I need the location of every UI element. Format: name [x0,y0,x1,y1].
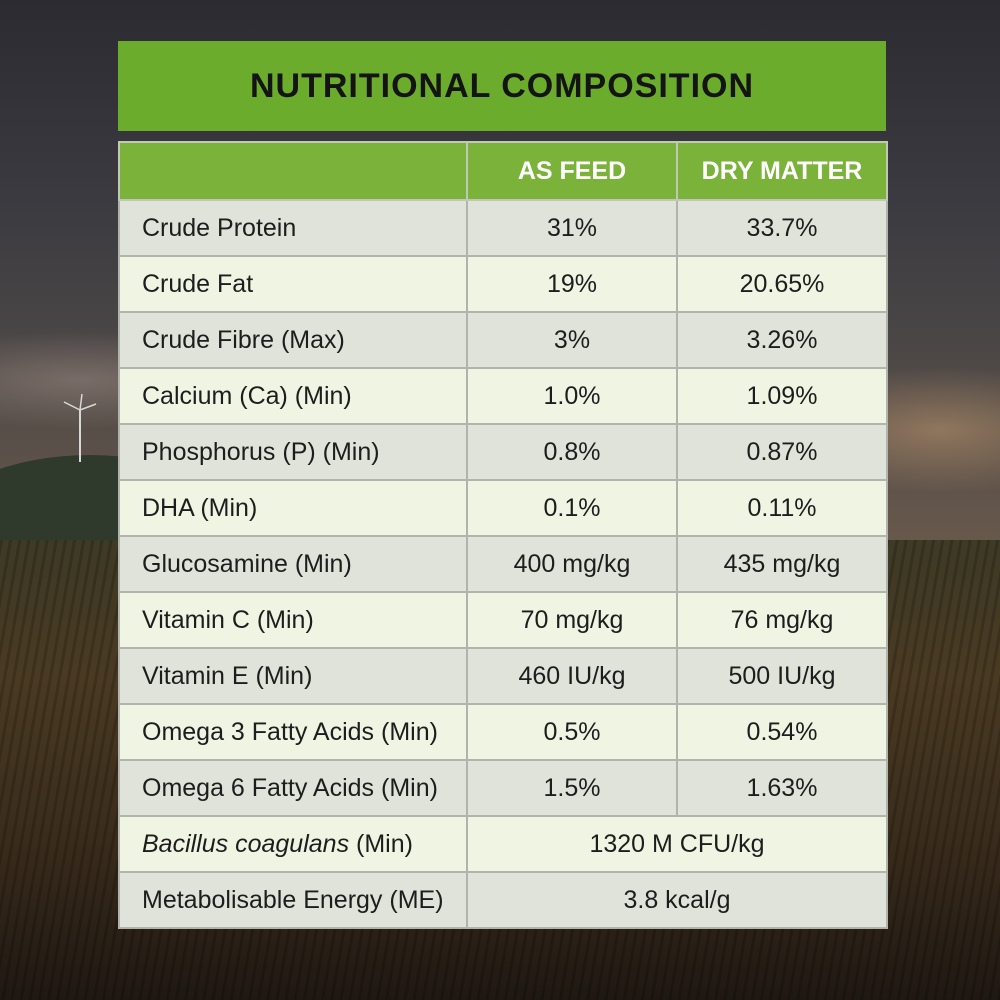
as-feed-value: 400 mg/kg [466,535,678,593]
table-row: Omega 3 Fatty Acids (Min) 0.5% 0.54% [118,703,888,761]
nutrient-label: Vitamin C (Min) [118,591,468,649]
dry-matter-value: 3.26% [676,311,888,369]
as-feed-value: 0.1% [466,479,678,537]
header-row: AS FEED DRY MATTER [118,141,888,201]
page-title: NUTRITIONAL COMPOSITION [249,66,755,105]
table-row-merged: Bacillus coagulans (Min) 1320 M CFU/kg [118,815,888,873]
table-row-merged: Metabolisable Energy (ME) 3.8 kcal/g [118,871,888,929]
dry-matter-value: 76 mg/kg [676,591,888,649]
as-feed-value: 3% [466,311,678,369]
nutrient-label: Vitamin E (Min) [118,647,468,705]
nutrient-label: Bacillus coagulans (Min) [118,815,468,873]
nutrient-label: Crude Fibre (Max) [118,311,468,369]
label-suffix: (Min) [349,829,413,858]
table-row: Crude Fat 19% 20.65% [118,255,888,313]
dry-matter-value: 0.11% [676,479,888,537]
dry-matter-value: 33.7% [676,199,888,257]
table-row: Omega 6 Fatty Acids (Min) 1.5% 1.63% [118,759,888,817]
as-feed-value: 460 IU/kg [466,647,678,705]
species-name: Bacillus coagulans [142,829,350,858]
as-feed-value: 0.8% [466,423,678,481]
nutrient-label: Metabolisable Energy (ME) [118,871,468,929]
wind-turbine-icon [63,393,97,462]
table-row: DHA (Min) 0.1% 0.11% [118,479,888,537]
table-row: Calcium (Ca) (Min) 1.0% 1.09% [118,367,888,425]
nutrient-label: Omega 3 Fatty Acids (Min) [118,703,468,761]
table-row: Glucosamine (Min) 400 mg/kg 435 mg/kg [118,535,888,593]
as-feed-value: 0.5% [466,703,678,761]
nutrient-label: Crude Protein [118,199,468,257]
as-feed-value: 1.0% [466,367,678,425]
as-feed-value: 70 mg/kg [466,591,678,649]
as-feed-value: 19% [466,255,678,313]
table-row: Vitamin E (Min) 460 IU/kg 500 IU/kg [118,647,888,705]
as-feed-value: 31% [466,199,678,257]
nutrient-label: Glucosamine (Min) [118,535,468,593]
column-header-dry-matter: DRY MATTER [676,141,888,201]
nutrition-table: AS FEED DRY MATTER Crude Protein 31% 33.… [118,141,888,929]
dry-matter-value: 1.63% [676,759,888,817]
table-row: Vitamin C (Min) 70 mg/kg 76 mg/kg [118,591,888,649]
dry-matter-value: 0.87% [676,423,888,481]
dry-matter-value: 1.09% [676,367,888,425]
dry-matter-value: 500 IU/kg [676,647,888,705]
dry-matter-value: 435 mg/kg [676,535,888,593]
title-bar: NUTRITIONAL COMPOSITION [118,41,886,131]
nutrient-label: Omega 6 Fatty Acids (Min) [118,759,468,817]
nutrition-card: NUTRITIONAL COMPOSITION AS FEED DRY MATT… [118,41,888,929]
nutrient-label: Phosphorus (P) (Min) [118,423,468,481]
dry-matter-value: 0.54% [676,703,888,761]
nutrient-label: Crude Fat [118,255,468,313]
table-row: Phosphorus (P) (Min) 0.8% 0.87% [118,423,888,481]
merged-value: 3.8 kcal/g [466,871,888,929]
merged-value: 1320 M CFU/kg [466,815,888,873]
table-row: Crude Protein 31% 33.7% [118,199,888,257]
column-header-as-feed: AS FEED [466,141,678,201]
column-header-nutrient [118,141,468,201]
nutrient-label: DHA (Min) [118,479,468,537]
table-row: Crude Fibre (Max) 3% 3.26% [118,311,888,369]
nutrient-label: Calcium (Ca) (Min) [118,367,468,425]
as-feed-value: 1.5% [466,759,678,817]
dry-matter-value: 20.65% [676,255,888,313]
